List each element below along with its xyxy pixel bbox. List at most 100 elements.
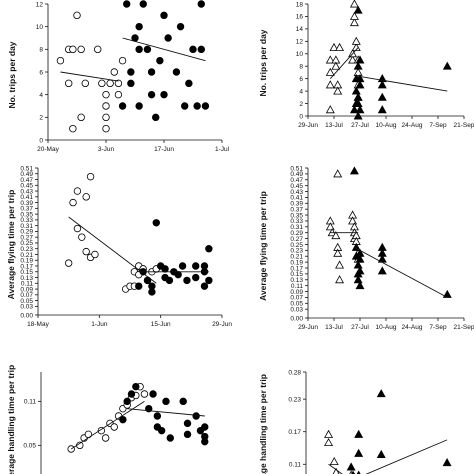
data-point-open-circle [114, 79, 123, 88]
y-axis-label: No. trips per day [7, 41, 17, 108]
data-point-open-circle [73, 11, 81, 20]
data-point-open-circle [78, 233, 86, 241]
data-point-filled-circle [139, 0, 147, 8]
data-point-filled-triangle [355, 105, 365, 114]
data-point-filled-circle [172, 68, 181, 76]
y-tick-label: 0.05 [290, 301, 303, 308]
y-tick-label: 0.09 [20, 286, 33, 293]
x-tick-label: 17-Jun [154, 146, 174, 153]
y-tick-label: 0.17 [288, 429, 301, 436]
data-point-filled-triangle [376, 449, 386, 458]
panel-2: 0 2 4 6 8 10 12 14 16 18 29-Jun 13-Jul 27-Jul 10-Aug 2… [258, 0, 474, 129]
data-point-open-circle [82, 247, 90, 256]
y-tick-label: 10 [296, 51, 304, 58]
y-tick-label: 0.11 [24, 399, 37, 406]
data-point-open-circle [73, 224, 82, 233]
data-point-filled-triangle [346, 462, 356, 471]
data-point-open-circle [64, 259, 73, 267]
data-point-filled-circle [201, 423, 209, 431]
y-tick-label: 8 [39, 47, 43, 54]
panel-3: 0.000.030.050.070.090.110.130.150.170.19… [6, 165, 232, 328]
data-point-filled-triangle [353, 260, 363, 269]
y-tick-label: 0.23 [290, 248, 303, 255]
y-tick-label: 0.33 [20, 217, 33, 224]
y-tick-label: 0.00 [20, 312, 33, 319]
x-tick-label: 27-Jul [351, 324, 369, 331]
data-point-filled-circle [148, 288, 156, 296]
x-tick-label: 13-Jul [325, 122, 343, 129]
data-point-filled-triangle [354, 429, 364, 438]
data-point-open-triangle [333, 248, 343, 257]
x-tick-label: 18-May [27, 321, 49, 328]
data-point-open-triangle [325, 55, 335, 64]
data-point-filled-triangle [353, 98, 363, 107]
data-point-filled-triangle [353, 111, 363, 120]
y-tick-label: 0.49 [290, 171, 303, 178]
data-point-open-circle [77, 45, 85, 54]
y-tick-label: 0.31 [290, 224, 303, 231]
y-tick-label: 0.41 [20, 194, 33, 201]
y-tick-label: 0.27 [20, 234, 33, 241]
data-point-open-triangle [325, 67, 335, 76]
panel-4: 0.00 0.030.050.070.090.110.130.150.170.19… [258, 165, 474, 331]
data-point-filled-circle [127, 79, 135, 88]
data-point-open-circle [91, 250, 99, 259]
data-point-filled-triangle [355, 55, 365, 64]
y-tick-label: 0.51 [20, 165, 33, 172]
data-point-filled-circle [160, 90, 168, 99]
data-point-filled-circle [143, 45, 152, 54]
data-point-filled-triangle [351, 86, 361, 95]
data-point-filled-circle [176, 22, 185, 31]
y-tick-label: 0 [299, 113, 303, 120]
regression-line [70, 400, 145, 450]
y-axis-label: age handling time per trip [258, 374, 268, 474]
y-tick-label: 0.47 [290, 177, 303, 184]
data-point-open-circle [110, 423, 118, 431]
x-tick-label: 21-Sep [454, 324, 474, 331]
y-tick-label: 0.07 [20, 292, 33, 299]
panel-1: 0 2 4 6 8 10 12 20-May 3-Jun 17-Jun 1-Jul No. trips… [7, 0, 230, 153]
data-point-open-triangle [349, 11, 359, 20]
data-point-open-triangle [324, 429, 334, 438]
data-point-filled-circle [205, 276, 213, 285]
x-tick-label: 10-Aug [376, 324, 397, 331]
data-point-open-triangle [332, 467, 340, 474]
data-point-filled-circle [153, 412, 162, 420]
data-point-open-circle [118, 56, 127, 65]
y-tick-label: 0.31 [20, 223, 33, 230]
data-point-filled-circle [157, 426, 166, 435]
data-point-filled-circle [127, 68, 135, 76]
panel-5: 0.05 0.11 Average handling time per trip [6, 365, 209, 474]
data-point-filled-circle [132, 382, 140, 391]
data-point-open-circle [102, 124, 110, 133]
y-tick-label: 0.03 [290, 306, 303, 313]
y-tick-label: 0.11 [291, 283, 304, 290]
y-axis-label: Average flying time per trip [6, 190, 16, 300]
y-tick-label: 0.05 [20, 298, 33, 305]
y-tick-label: 0.35 [20, 211, 33, 218]
data-point-filled-triangle [355, 266, 365, 275]
data-point-filled-triangle [377, 105, 387, 114]
data-point-open-triangle [335, 275, 345, 284]
data-point-filled-circle [183, 419, 192, 428]
data-point-open-circle [67, 445, 75, 453]
data-point-filled-circle [178, 262, 187, 270]
regression-line [329, 47, 359, 79]
data-point-open-triangle [349, 18, 359, 27]
data-point-filled-circle [165, 276, 174, 285]
y-tick-label: 0.29 [20, 229, 33, 236]
data-point-open-triangle [325, 80, 335, 89]
data-point-filled-triangle [353, 275, 363, 284]
y-tick-label: 6 [299, 76, 303, 83]
regression-line [127, 408, 205, 417]
y-tick-label: 0.15 [20, 269, 33, 276]
data-point-open-triangle [351, 42, 361, 51]
data-point-filled-circle [161, 265, 169, 273]
data-point-open-circle [69, 198, 77, 207]
data-point-filled-triangle [355, 281, 365, 290]
x-tick-label: 29-Jun [298, 324, 318, 331]
data-point-open-circle [56, 56, 65, 65]
data-point-filled-circle [119, 415, 127, 424]
regression-line [354, 247, 448, 298]
data-point-filled-triangle [355, 80, 365, 89]
